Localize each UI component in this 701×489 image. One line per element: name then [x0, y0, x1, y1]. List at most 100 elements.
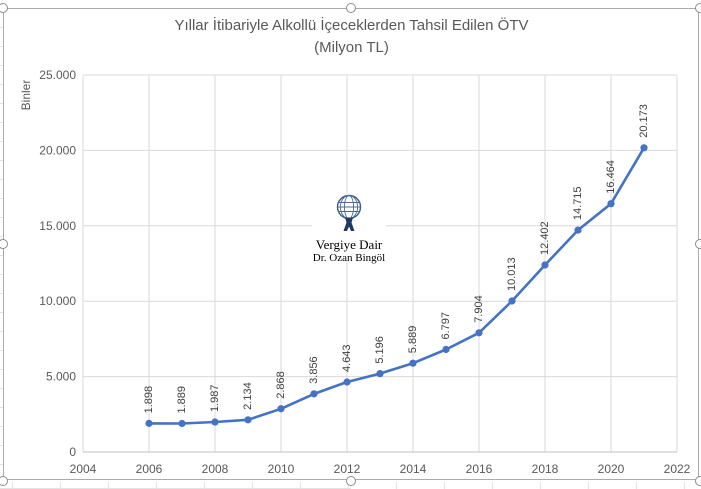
watermark-text-1: Vergiye Dair: [315, 237, 383, 252]
data-point-marker[interactable]: [310, 390, 318, 398]
x-axis-tick-label[interactable]: 2022: [664, 462, 691, 476]
worksheet-gridline: [396, 482, 397, 489]
x-axis-tick-label[interactable]: 2012: [334, 462, 361, 476]
worksheet-gridline: [0, 464, 3, 465]
data-point-marker[interactable]: [343, 378, 351, 386]
chart-title-line2: (Milyon TL): [314, 39, 389, 56]
data-point-marker[interactable]: [409, 359, 417, 367]
x-axis-tick-label[interactable]: 2004: [70, 462, 97, 476]
selection-handle-top-right[interactable]: [695, 3, 701, 13]
worksheet-gridline: [444, 482, 445, 489]
x-axis-tick-label[interactable]: 2018: [532, 462, 559, 476]
worksheet-gridline: [0, 198, 3, 199]
y-axis-tick-label[interactable]: 10.000: [39, 294, 76, 308]
series-line[interactable]: [147, 146, 646, 425]
y-axis-tick-label[interactable]: 5.000: [46, 370, 76, 384]
data-point-label[interactable]: 6.797: [440, 312, 452, 340]
data-point-marker[interactable]: [178, 419, 186, 428]
worksheet-gridline: [0, 255, 3, 256]
worksheet-gridline: [588, 482, 589, 489]
y-axis-units-label[interactable]: Binler: [19, 79, 33, 111]
y-axis-tick-label[interactable]: 15.000: [39, 219, 76, 233]
data-point-marker[interactable]: [475, 329, 483, 337]
worksheet-gridline: [300, 482, 301, 489]
data-point-label[interactable]: 12.402: [539, 221, 551, 255]
x-axis-tick-label[interactable]: 2020: [598, 462, 625, 476]
worksheet-gridline: [156, 482, 157, 489]
worksheet-gridline: [0, 274, 3, 275]
chart-title[interactable]: Yıllar İtibariyle Alkollü İçeceklerden T…: [3, 15, 700, 59]
data-point-label[interactable]: 3.856: [308, 356, 320, 384]
worksheet-gridline: [108, 482, 109, 489]
y-axis-tick-label[interactable]: 20.000: [39, 143, 76, 157]
data-point-label[interactable]: 16.464: [605, 160, 617, 194]
worksheet-gridline: [0, 445, 3, 446]
data-point-marker[interactable]: [277, 405, 285, 413]
data-point-label[interactable]: 5.196: [374, 336, 386, 364]
worksheet-gridline: [0, 46, 3, 47]
selection-handle-middle-left[interactable]: [0, 239, 8, 249]
data-point-label[interactable]: 14.715: [572, 186, 584, 220]
data-point-marker[interactable]: [442, 345, 450, 354]
worksheet-gridline: [0, 236, 3, 237]
worksheet-gridline: [12, 482, 13, 489]
worksheet-gridline: [0, 122, 3, 123]
worksheet-gridline: [0, 426, 3, 427]
selection-handle-bottom-right[interactable]: [695, 476, 701, 486]
worksheet-gridline: [0, 179, 3, 180]
worksheet-gridline: [0, 141, 3, 142]
data-point-marker[interactable]: [376, 370, 384, 378]
worksheet-gridline: [0, 388, 3, 389]
selection-handle-bottom-center[interactable]: [346, 476, 356, 486]
selection-handle-bottom-left[interactable]: [0, 476, 8, 486]
worksheet-gridline: [540, 482, 541, 489]
data-point-marker[interactable]: [607, 200, 615, 208]
y-axis-tick-label[interactable]: 0: [69, 445, 76, 459]
worksheet-gridline: [0, 407, 3, 408]
watermark-text-2: Dr. Ozan Bingöl: [312, 252, 386, 264]
x-axis-tick-label[interactable]: 2008: [202, 462, 229, 476]
data-point-marker[interactable]: [244, 416, 252, 424]
selection-handle-top-left[interactable]: [0, 3, 8, 13]
worksheet-gridline: [684, 482, 685, 489]
data-point-label[interactable]: 2.134: [242, 382, 254, 410]
x-axis-tick-label[interactable]: 2014: [400, 462, 427, 476]
data-point-marker[interactable]: [574, 226, 582, 234]
worksheet-gridline: [0, 160, 3, 161]
data-point-label[interactable]: 20.173: [638, 104, 650, 138]
worksheet-gridline: [0, 103, 3, 104]
atlas-globe-logo-icon: [336, 194, 362, 231]
selection-handle-middle-right[interactable]: [695, 239, 701, 249]
data-point-marker[interactable]: [211, 418, 219, 426]
data-point-label[interactable]: 10.013: [506, 257, 518, 291]
data-point-label[interactable]: 4.643: [341, 344, 353, 372]
watermark[interactable]: Vergiye Dair Dr. Ozan Bingöl: [312, 194, 386, 264]
data-point-label[interactable]: 1.898: [143, 386, 155, 414]
data-point-label[interactable]: 7.904: [473, 295, 485, 323]
selection-handle-top-center[interactable]: [346, 3, 356, 13]
worksheet-gridline: [0, 350, 3, 351]
chart-title-line1: Yıllar İtibariyle Alkollü İçeceklerden T…: [174, 17, 529, 34]
data-point-marker[interactable]: [145, 419, 153, 427]
worksheet-gridline: [492, 482, 493, 489]
y-axis-tick-label[interactable]: 25.000: [39, 68, 76, 82]
worksheet-gridline: [252, 482, 253, 489]
data-point-label[interactable]: 1.889: [176, 386, 188, 414]
worksheet-gridline: [0, 217, 3, 218]
worksheet-gridline: [0, 312, 3, 313]
data-point-label[interactable]: 1.987: [209, 385, 221, 413]
data-point-marker[interactable]: [508, 297, 516, 305]
x-axis-tick-label[interactable]: 2016: [466, 462, 493, 476]
data-point-marker[interactable]: [640, 144, 648, 152]
worksheet-gridline: [60, 482, 61, 489]
worksheet-gridline: [0, 84, 3, 85]
x-axis-tick-label[interactable]: 2010: [268, 462, 295, 476]
worksheet-gridline: [204, 482, 205, 489]
data-point-marker[interactable]: [541, 261, 549, 269]
x-axis-tick-label[interactable]: 2006: [136, 462, 163, 476]
data-point-label[interactable]: 2.868: [275, 371, 287, 399]
data-point-label[interactable]: 5.889: [407, 326, 419, 354]
worksheet-gridline: [0, 293, 3, 294]
worksheet-gridline: [0, 27, 3, 28]
